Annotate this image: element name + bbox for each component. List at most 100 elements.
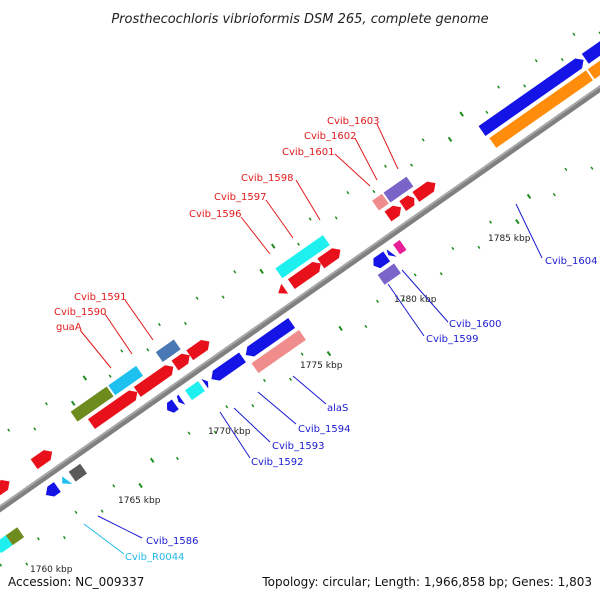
gene-block[interactable] [186,337,213,361]
label-cvib-R0044[interactable]: Cvib_R0044 [125,552,184,563]
gene-block[interactable] [317,245,344,269]
label-cvib-1600[interactable]: Cvib_1600 [449,319,501,330]
gene-cvib-1590[interactable] [108,365,144,396]
label-cvib-1592[interactable]: Cvib_1592 [251,457,303,468]
gene-block-small[interactable] [175,394,186,407]
tick-row-bottom-near [0,167,568,567]
scale-tick [112,484,116,488]
gene-cvib-1592[interactable] [184,381,205,401]
scale-tick [262,378,266,383]
scale-tick [100,509,104,513]
label-cvib-1602[interactable]: Cvib_1602 [304,131,356,142]
gene-cvib-1593[interactable] [201,377,211,389]
tick-row-top-far [7,32,576,432]
gene-block[interactable] [384,202,405,222]
gene-alaS[interactable] [251,329,306,374]
gene-block-blue[interactable] [581,18,600,64]
scale-tick [552,192,556,197]
gene-cvib-1594[interactable] [208,352,246,384]
leader-line [376,123,399,170]
scale-tick [289,377,292,381]
ruler-label-1760: 1760 kbp [30,565,73,575]
scale-tick [0,563,3,567]
leader-line [295,179,321,221]
label-cvib-1599[interactable]: Cvib_1599 [426,334,478,345]
label-alaS[interactable]: alaS [327,403,348,414]
scale-tick [523,84,527,88]
gene-block-darkgrey[interactable] [68,463,88,482]
scale-tick [346,190,350,195]
label-cvib-1604[interactable]: Cvib_1604 [545,256,597,267]
label-cvib-1596[interactable]: Cvib_1596 [189,209,241,220]
gene-block[interactable] [133,362,177,397]
gene-cvib-1599[interactable] [370,251,391,270]
scale-tick [485,110,489,115]
gene-block[interactable] [287,259,324,290]
gene-block-small[interactable] [275,283,289,298]
scale-tick [560,57,564,62]
gene-cvib-1598[interactable] [275,235,330,279]
gene-cvib-1601[interactable] [372,193,389,211]
gene-guaA[interactable] [70,386,114,422]
label-cvib-1590[interactable]: Cvib_1590 [54,307,106,318]
gene-cvib-1604-orange[interactable] [489,70,593,148]
scale-tick [477,245,481,250]
leader-line [292,375,327,405]
scale-tick [372,189,376,194]
scale-tick [534,59,538,63]
gene-block-blue[interactable] [42,482,61,500]
scale-tick [590,166,594,170]
scale-tick [515,219,520,225]
label-cvib-1591[interactable]: Cvib_1591 [74,292,126,303]
gene-cvib-1602-1603[interactable] [383,176,414,203]
label-guaA[interactable]: guaA [56,322,82,333]
gene-block-olive[interactable] [5,527,25,546]
label-cvib-1586[interactable]: Cvib_1586 [146,536,198,547]
label-cvib-1598[interactable]: Cvib_1598 [241,173,293,184]
scale-tick [138,482,143,489]
scale-tick [572,32,576,37]
scale-tick [82,375,88,381]
scale-tick [526,193,532,200]
scale-tick [421,138,425,142]
gene-block[interactable] [87,387,141,429]
gene-cvib-1600[interactable] [393,240,407,255]
reverse-inner-genes [42,240,407,500]
scale-tick [74,510,78,515]
gene-cvib-R0044[interactable] [59,474,73,488]
scale-tick [175,456,179,461]
gene-block[interactable] [171,350,194,371]
ruler-label-1775: 1775 kbp [300,361,343,371]
gene-block[interactable] [0,477,13,497]
leader-line [233,407,271,443]
scale-tick [120,349,124,353]
scale-tick [44,402,48,406]
scale-tick [221,295,225,299]
leader-lines-red [79,123,399,369]
scale-tick [225,405,229,409]
gene-block[interactable] [399,193,417,212]
gene-block[interactable] [412,178,439,202]
gene-block-blue[interactable] [478,55,587,136]
leader-line [387,283,425,337]
label-cvib-1593[interactable]: Cvib_1593 [272,441,324,452]
tick-row-bottom-far [25,166,594,566]
gene-cvib-1591[interactable] [155,339,181,362]
label-cvib-1603[interactable]: Cvib_1603 [327,116,379,127]
label-cvib-1594[interactable]: Cvib_1594 [298,424,350,435]
gene-block-cyan[interactable] [0,535,13,554]
leader-line-cyan [83,523,125,555]
gene-block-small[interactable] [164,399,179,415]
gene-block-lavender[interactable] [377,263,401,285]
label-cvib-1601[interactable]: Cvib_1601 [282,147,334,158]
scale-tick [251,404,255,408]
gene-block[interactable] [30,447,56,470]
scale-tick [62,535,66,540]
leader-line [401,269,449,323]
gene-block-blue[interactable] [242,318,296,360]
label-cvib-1597[interactable]: Cvib_1597 [214,192,266,203]
scale-tick [364,324,368,329]
reverse-outer-genes [0,263,401,554]
